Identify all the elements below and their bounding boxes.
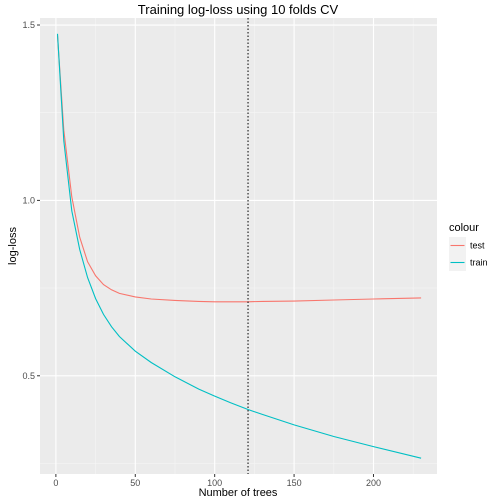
series-lines <box>56 33 422 459</box>
y-tick-label: 1.5 <box>22 20 35 30</box>
major-grid <box>40 18 437 474</box>
chart-title: Training log-loss using 10 folds CV <box>138 2 339 17</box>
plot-panel <box>40 18 437 474</box>
legend-label-test: test <box>470 241 485 251</box>
x-axis-ticks: 0 50 100 150 200 <box>53 474 381 488</box>
x-tick-label: 0 <box>53 478 58 488</box>
y-axis-label: log-loss <box>7 227 19 265</box>
minor-grid <box>40 18 437 474</box>
x-tick-label: 100 <box>207 478 222 488</box>
x-tick-label: 150 <box>287 478 302 488</box>
series-line-test <box>56 35 422 303</box>
legend-label-train: train <box>470 258 488 268</box>
legend-title: colour <box>449 222 479 234</box>
y-axis-ticks: 0.5 1.0 1.5 <box>22 20 40 381</box>
x-tick-label: 50 <box>130 478 140 488</box>
series-line-train <box>56 33 422 459</box>
y-tick-label: 1.0 <box>22 195 35 205</box>
legend: colour test train <box>449 222 488 271</box>
x-axis-label: Number of trees <box>199 487 278 499</box>
x-tick-label: 200 <box>366 478 381 488</box>
y-tick-label: 0.5 <box>22 371 35 381</box>
